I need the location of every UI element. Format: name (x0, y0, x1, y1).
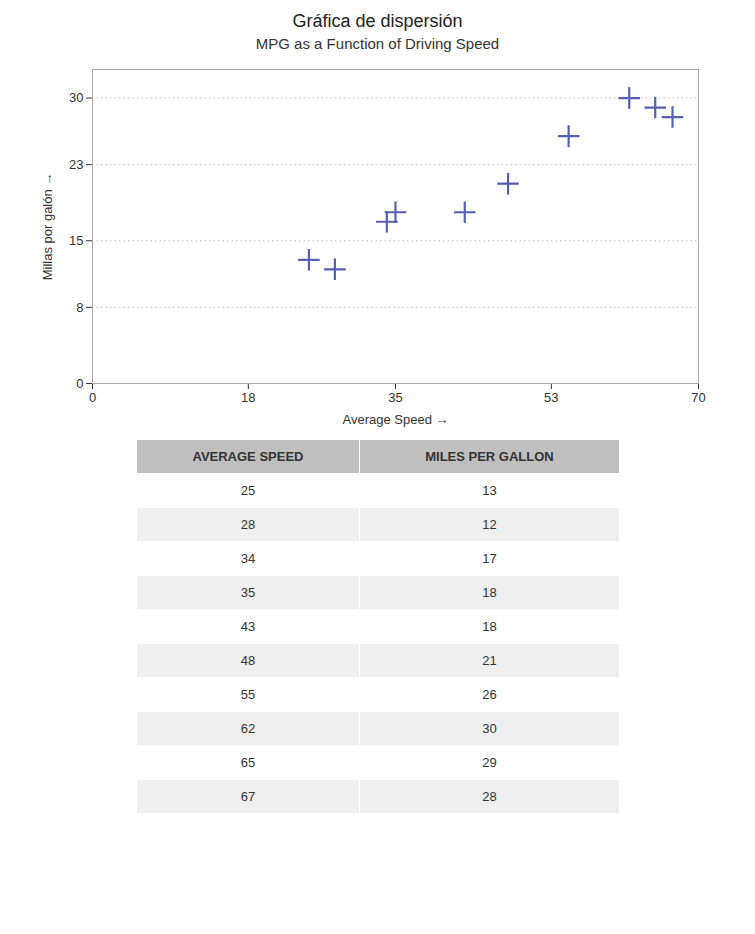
html-text:43: 43 (240, 619, 256, 635)
html-text:18: 18 (482, 585, 497, 601)
html-text:48: 48 (240, 653, 256, 669)
html-text:Gráfica de dispersión: Gráfica de dispersión (292, 11, 463, 31)
html-text:25: 25 (240, 483, 256, 499)
html-text:35: 35 (240, 585, 256, 601)
html-text:17: 17 (482, 551, 497, 567)
html-text:26: 26 (482, 687, 497, 703)
html-text:MILES PER GALLON: MILES PER GALLON (425, 449, 554, 465)
html-text:55: 55 (240, 687, 256, 703)
svg-text:23: 23 (69, 157, 83, 172)
svg-text:15: 15 (69, 233, 83, 248)
html-text:34: 34 (240, 551, 256, 567)
html-text:21: 21 (482, 653, 497, 669)
html-text:AVERAGE SPEED: AVERAGE SPEED (192, 449, 304, 465)
svg-text:0: 0 (88, 390, 95, 405)
html-text:13: 13 (482, 483, 497, 499)
svg-text:30: 30 (69, 90, 83, 105)
html-text:67: 67 (240, 789, 256, 805)
html-text:30: 30 (482, 721, 497, 737)
svg-text:70: 70 (691, 390, 705, 405)
svg-text:0: 0 (76, 376, 83, 391)
html-text:MPG as a Function of Driving S: MPG as a Function of Driving Speed (255, 34, 500, 52)
svg-text:8: 8 (76, 300, 83, 315)
svg-text:Millas por galón →: Millas por galón → (39, 173, 54, 281)
html-text:28: 28 (482, 789, 497, 805)
html-text:29: 29 (482, 755, 497, 771)
html-text:28: 28 (240, 517, 256, 533)
svg-text:53: 53 (544, 390, 558, 405)
svg-text:18: 18 (241, 390, 255, 405)
html-text:18: 18 (482, 619, 497, 635)
svg-text:Average Speed →: Average Speed → (342, 412, 448, 427)
html-text:65: 65 (240, 755, 256, 771)
html-text:62: 62 (240, 721, 256, 737)
svg-text:35: 35 (388, 390, 402, 405)
html-text:12: 12 (482, 517, 497, 533)
